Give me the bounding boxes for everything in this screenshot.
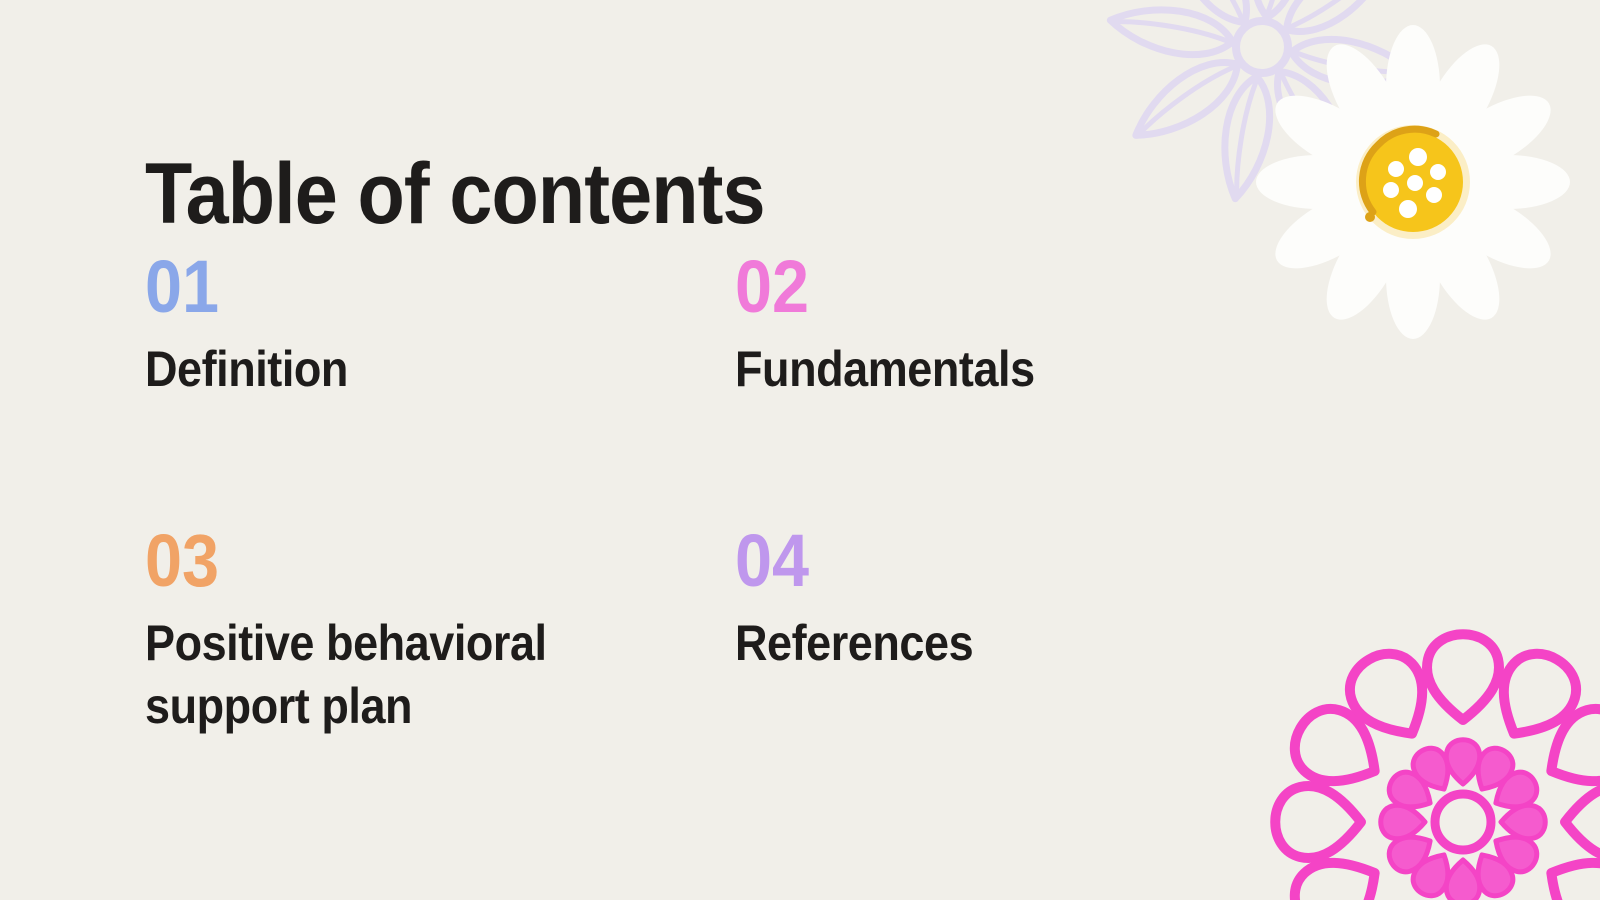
toc-item-label: Definition: [145, 341, 348, 397]
toc-item-fundamentals: 02 Fundamentals: [735, 250, 1295, 401]
white-daisy-icon: [1256, 25, 1570, 339]
toc-item-number: 01: [145, 245, 220, 328]
toc-item-number: 04: [735, 519, 810, 602]
page-title: Table of contents: [145, 145, 766, 242]
toc-item-label: Positive behavioral support plan: [145, 615, 547, 734]
toc-item-references: 04 References: [735, 524, 1295, 675]
toc-item-positive-behavioral-support-plan: 03 Positive behavioral support plan: [145, 524, 705, 738]
lavender-flower-icon: [1072, 0, 1452, 237]
toc-item-definition: 01 Definition: [145, 250, 705, 401]
toc-item-label: Fundamentals: [735, 341, 1035, 397]
toc-item-number: 03: [145, 519, 220, 602]
toc-item-number: 02: [735, 245, 810, 328]
toc-item-label: References: [735, 615, 974, 671]
